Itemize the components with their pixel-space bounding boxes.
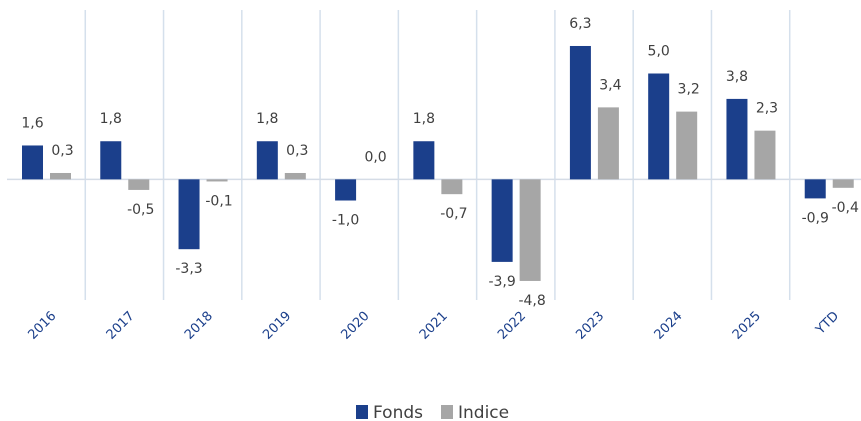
bar <box>519 179 541 281</box>
data-label: 3,4 <box>599 77 621 93</box>
data-label: -0,9 <box>802 210 829 226</box>
bar <box>441 179 463 195</box>
bar <box>284 172 306 180</box>
data-label: -0,4 <box>832 200 859 216</box>
bar <box>726 98 748 180</box>
data-label: -0,1 <box>205 193 232 209</box>
legend-swatch <box>441 405 453 419</box>
legend-label: Indice <box>458 403 509 421</box>
bar <box>569 45 591 180</box>
x-tick-label: 2020 <box>339 309 373 343</box>
x-tick-label: 2024 <box>652 309 686 343</box>
bar <box>676 111 698 180</box>
data-label: 1,8 <box>100 111 122 127</box>
bar <box>22 145 43 180</box>
bar <box>597 107 619 180</box>
bar <box>128 179 150 190</box>
bar <box>100 141 122 180</box>
data-label: -1,0 <box>332 213 359 229</box>
data-label: 0,0 <box>364 149 386 165</box>
x-tick-label: 2023 <box>573 309 607 343</box>
bar <box>832 179 854 188</box>
data-label: 1,8 <box>413 111 435 127</box>
x-tick-label: 2022 <box>495 309 529 343</box>
data-label: -0,7 <box>440 206 467 222</box>
data-label: -3,3 <box>175 261 202 277</box>
x-tick-label: YTD <box>813 309 843 339</box>
legend-swatch <box>356 405 368 419</box>
data-label: 3,2 <box>678 82 700 98</box>
bar <box>413 141 435 180</box>
data-label: 0,3 <box>286 143 308 159</box>
data-label: 3,8 <box>726 69 748 85</box>
x-tick-label: 2019 <box>260 309 294 343</box>
data-label: 1,8 <box>256 111 278 127</box>
bar <box>491 179 513 262</box>
bar <box>335 179 357 201</box>
data-label: 2,3 <box>756 101 778 117</box>
x-tick-label: 2021 <box>417 309 451 343</box>
bar <box>256 141 278 180</box>
data-label: 1,6 <box>21 115 43 131</box>
bar <box>50 172 71 180</box>
data-label: -3,9 <box>488 274 515 290</box>
x-tick-label: 2017 <box>104 309 138 343</box>
x-tick-label: 2016 <box>25 309 59 343</box>
bar <box>804 179 826 199</box>
bar <box>206 179 228 182</box>
x-tick-label: 2025 <box>730 309 764 343</box>
bar <box>178 179 200 250</box>
x-tick-label: 2018 <box>182 309 216 343</box>
data-label: -0,5 <box>127 202 154 218</box>
data-label: 6,3 <box>569 16 591 32</box>
legend-label: Fonds <box>373 403 423 421</box>
bar <box>648 73 670 180</box>
data-label: 5,0 <box>648 44 670 60</box>
data-label: -4,8 <box>518 293 545 309</box>
bar <box>754 130 776 180</box>
data-label: 0,3 <box>51 143 73 159</box>
